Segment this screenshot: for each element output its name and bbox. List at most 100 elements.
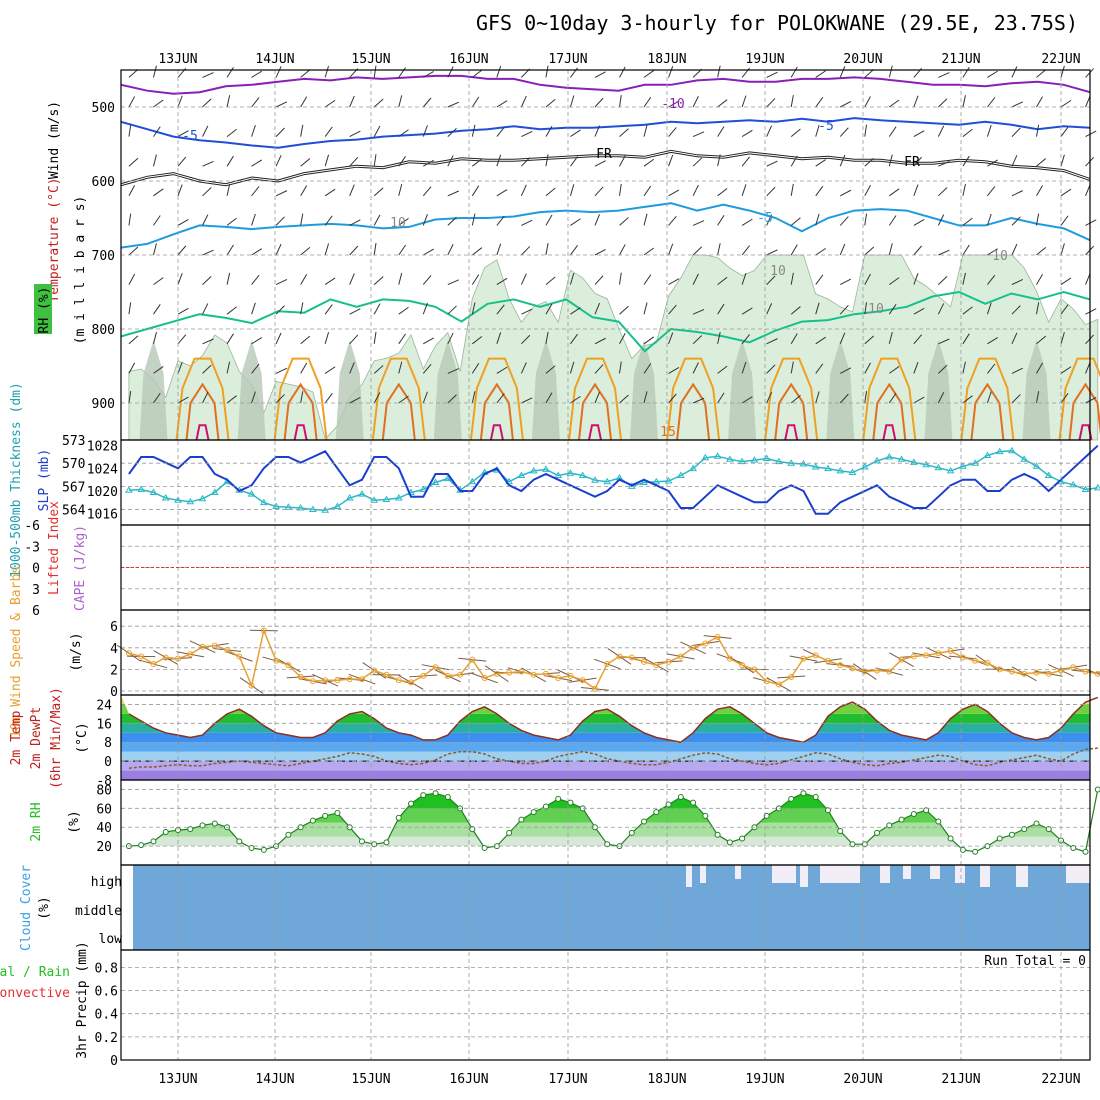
rh-core-shading bbox=[630, 340, 658, 440]
rh2m-point bbox=[874, 829, 881, 836]
wind-barb bbox=[471, 96, 480, 108]
wind-barb bbox=[864, 362, 871, 374]
rh2m-point bbox=[518, 816, 525, 823]
wind-barb bbox=[324, 243, 330, 256]
wind-barb bbox=[766, 338, 778, 345]
wind-barb bbox=[447, 332, 454, 345]
wind-barb bbox=[447, 244, 454, 256]
wind10-point bbox=[297, 673, 304, 680]
thickness-point bbox=[382, 495, 391, 502]
rh2m-point bbox=[714, 831, 721, 838]
thickness-point bbox=[726, 455, 734, 462]
wind-barb bbox=[153, 188, 164, 197]
panel-frame bbox=[120, 949, 1091, 1061]
rh2m-point bbox=[996, 835, 1003, 842]
isotherm-20 bbox=[784, 424, 799, 441]
wind-barb bbox=[766, 98, 776, 108]
wind-barb bbox=[153, 392, 161, 404]
thickness-point bbox=[824, 464, 832, 472]
thickness-point bbox=[750, 456, 759, 463]
thickness-point bbox=[542, 465, 550, 472]
wind-barb bbox=[692, 157, 703, 167]
wind-barb bbox=[889, 277, 900, 286]
wind-barb bbox=[373, 214, 381, 226]
rh-core-shading bbox=[433, 340, 462, 440]
wind-barb bbox=[275, 305, 285, 315]
cloud-gap bbox=[930, 865, 940, 879]
date-tick-bottom: 18JUN bbox=[647, 1072, 686, 1087]
ylabel-rh: RH (%) bbox=[37, 287, 52, 334]
wind-barb bbox=[471, 363, 480, 374]
wind-barb bbox=[447, 101, 460, 108]
wind10-point bbox=[555, 675, 562, 682]
wind10-point bbox=[591, 685, 598, 692]
wind-barb bbox=[986, 391, 992, 404]
wind-barb bbox=[251, 186, 260, 197]
wind-barb bbox=[668, 332, 674, 344]
cloud-gap bbox=[1016, 865, 1028, 887]
wind-barb bbox=[840, 189, 852, 197]
wind-barb bbox=[570, 245, 578, 256]
rh2m-point bbox=[935, 818, 942, 825]
wind10-point bbox=[714, 634, 721, 640]
isotherm-15 bbox=[872, 382, 907, 441]
pressure-tick: 600 bbox=[92, 175, 115, 190]
wind-barb bbox=[987, 159, 998, 167]
rh2m-point bbox=[690, 799, 697, 806]
wind-barb bbox=[300, 213, 304, 226]
wind-barb bbox=[226, 333, 234, 345]
wind-barb bbox=[275, 101, 288, 108]
wind-barb bbox=[545, 303, 553, 315]
temp-tick: 0 bbox=[104, 755, 112, 770]
wind-barb bbox=[619, 66, 626, 78]
wind-barb bbox=[889, 366, 900, 374]
wind-barb bbox=[692, 96, 699, 108]
thickness-point bbox=[603, 477, 612, 485]
wind-barb bbox=[888, 65, 893, 78]
cloud-gap bbox=[686, 865, 692, 887]
wind-barb bbox=[373, 392, 381, 404]
precip-tick: 0.8 bbox=[95, 961, 118, 976]
temp-tick: -8 bbox=[96, 774, 112, 789]
wind-barb bbox=[128, 273, 136, 285]
wind-barb bbox=[741, 218, 753, 226]
wind-barb bbox=[153, 126, 161, 137]
rh-tick: 20 bbox=[96, 840, 112, 855]
wind-barb bbox=[275, 190, 288, 197]
wind10-point bbox=[506, 669, 513, 676]
contour-label: -5 bbox=[182, 129, 198, 144]
date-tick-bottom: 19JUN bbox=[745, 1072, 784, 1087]
wind10-point bbox=[309, 678, 316, 685]
wind-barb bbox=[938, 98, 948, 108]
rh2m-point bbox=[812, 794, 819, 800]
rh-core-shading bbox=[728, 340, 757, 440]
wind-barb bbox=[692, 273, 699, 285]
thickness-point bbox=[983, 451, 992, 458]
wind-barb bbox=[913, 184, 919, 196]
wind-barb bbox=[668, 100, 680, 108]
wind-barb bbox=[962, 217, 973, 226]
wind-barb bbox=[864, 157, 875, 167]
wind-barb bbox=[152, 154, 157, 167]
wind-barb bbox=[741, 273, 747, 285]
thickness-point bbox=[934, 463, 943, 471]
thickness-point bbox=[309, 505, 317, 512]
wind-barb bbox=[251, 125, 256, 137]
thickness-point bbox=[946, 466, 955, 474]
thickness-tick: 567 bbox=[62, 480, 85, 495]
wind-barb bbox=[373, 243, 377, 256]
wind-barb bbox=[545, 65, 549, 78]
wind-barb bbox=[349, 157, 359, 167]
wind-barb bbox=[815, 302, 820, 315]
wind-barb bbox=[1011, 155, 1018, 167]
contour-label: -10 bbox=[661, 97, 684, 112]
wind10-point bbox=[125, 650, 132, 657]
wind-barb bbox=[422, 213, 428, 226]
wind-barb bbox=[545, 154, 549, 167]
date-tick-bottom: 15JUN bbox=[351, 1072, 390, 1087]
wind-barb bbox=[202, 214, 209, 226]
thickness-point bbox=[259, 498, 268, 506]
wind-barb bbox=[790, 128, 801, 137]
wind-barb bbox=[962, 155, 970, 167]
isotherm-line bbox=[120, 290, 1091, 353]
